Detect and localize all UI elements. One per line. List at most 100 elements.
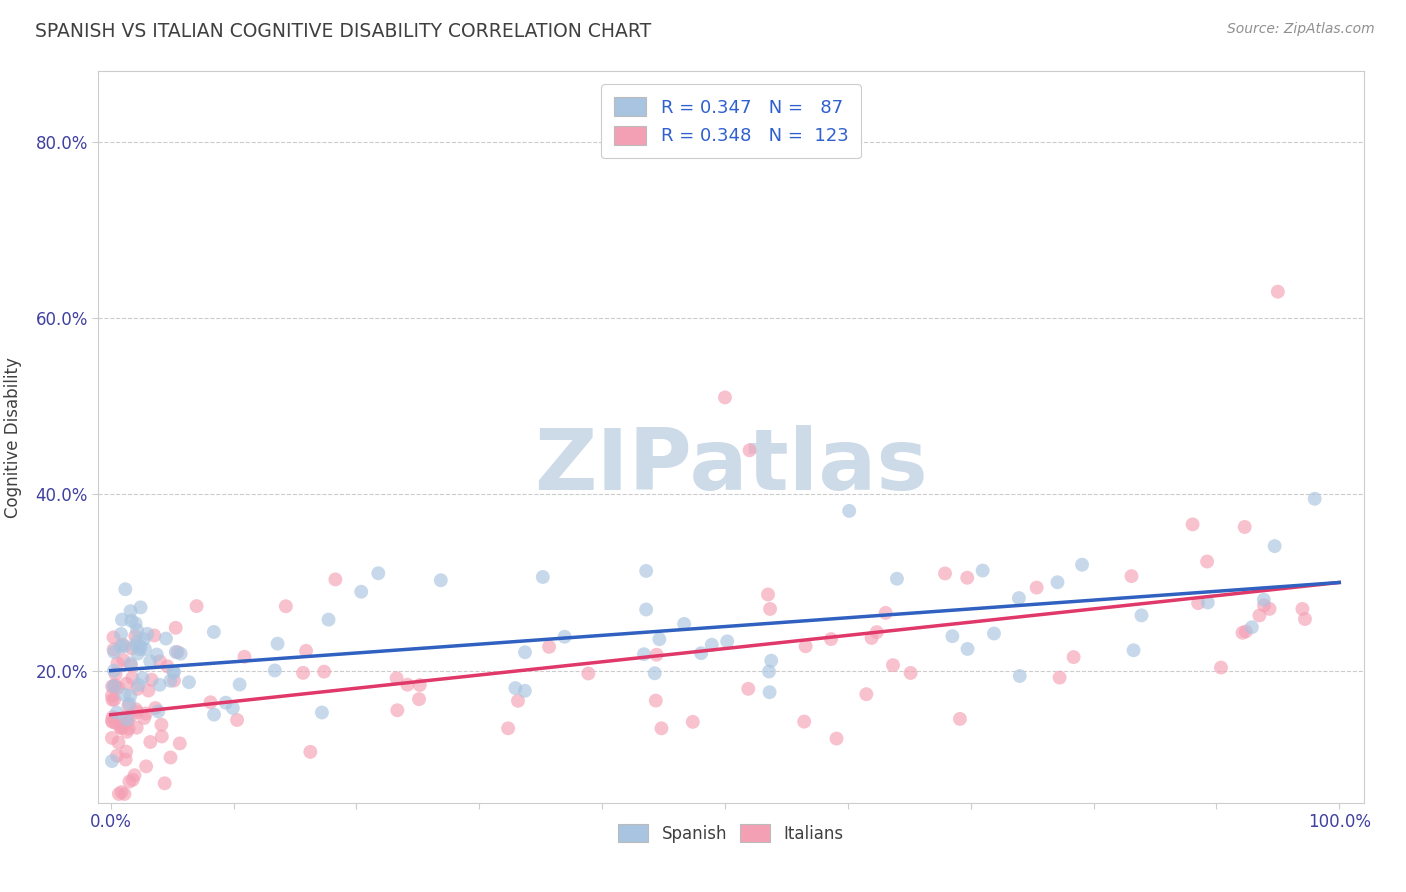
Point (228, 677, 250, 691)
Point (266, 637, 288, 651)
Point (166, 645, 188, 659)
Point (226, 713, 249, 727)
Point (513, 645, 536, 659)
Point (949, 712, 972, 726)
Point (274, 599, 297, 614)
Point (645, 648, 668, 662)
Point (101, 714, 124, 728)
Point (1233, 520, 1256, 534)
Point (531, 570, 554, 584)
Point (350, 584, 373, 599)
Point (506, 694, 529, 708)
Point (202, 707, 225, 722)
Point (295, 644, 318, 658)
Point (153, 776, 176, 790)
Point (134, 642, 156, 657)
Point (103, 645, 125, 659)
Point (124, 629, 146, 643)
Point (644, 693, 666, 707)
Point (114, 640, 136, 654)
Point (1264, 539, 1286, 553)
Point (318, 613, 340, 627)
Point (758, 685, 780, 699)
Point (1071, 558, 1094, 572)
Point (700, 638, 723, 652)
Point (941, 629, 963, 643)
Point (141, 673, 163, 687)
Point (1049, 671, 1071, 685)
Point (105, 748, 128, 763)
Text: SPANISH VS ITALIAN COGNITIVE DISABILITY CORRELATION CHART: SPANISH VS ITALIAN COGNITIVE DISABILITY … (35, 22, 651, 41)
Point (263, 664, 285, 678)
Point (202, 624, 225, 639)
Point (1008, 669, 1031, 683)
Point (855, 687, 877, 701)
Point (149, 654, 172, 668)
Point (134, 711, 156, 725)
Point (1253, 599, 1275, 613)
Point (112, 720, 135, 734)
Point (408, 692, 430, 706)
Point (1181, 517, 1204, 532)
Point (756, 587, 779, 601)
Point (101, 710, 124, 724)
Point (714, 391, 737, 405)
Point (121, 772, 143, 787)
Point (125, 721, 148, 735)
Point (125, 635, 148, 649)
Point (115, 725, 138, 739)
Point (505, 681, 527, 695)
Point (1197, 554, 1219, 568)
Point (983, 626, 1005, 640)
Point (129, 600, 152, 615)
Point (110, 640, 132, 654)
Point (163, 665, 186, 679)
Point (103, 692, 125, 706)
Point (107, 681, 129, 695)
Point (737, 681, 759, 696)
Point (165, 645, 187, 659)
Point (385, 671, 408, 685)
Point (108, 787, 131, 801)
Point (650, 722, 672, 736)
Point (120, 708, 142, 723)
Point (956, 571, 979, 585)
Point (127, 681, 149, 696)
Point (110, 721, 132, 735)
Point (222, 701, 245, 715)
Point (114, 582, 136, 597)
Point (121, 671, 143, 685)
Point (111, 613, 134, 627)
Point (1267, 285, 1289, 299)
Point (105, 706, 128, 720)
Point (135, 706, 157, 721)
Point (644, 666, 666, 681)
Point (682, 714, 704, 729)
Point (838, 504, 860, 518)
Point (145, 701, 167, 715)
Point (101, 731, 124, 745)
Point (135, 759, 157, 773)
Point (1187, 596, 1209, 610)
Point (972, 564, 994, 578)
Point (124, 768, 146, 782)
Point (1258, 602, 1281, 616)
Point (127, 705, 149, 719)
Point (1249, 608, 1271, 623)
Point (110, 627, 132, 641)
Point (576, 666, 599, 681)
Point (115, 676, 138, 690)
Point (429, 574, 451, 588)
Point (1121, 569, 1143, 583)
Point (101, 680, 124, 694)
Point (101, 689, 124, 703)
Point (101, 714, 124, 729)
Text: ZIPatlas: ZIPatlas (534, 425, 928, 508)
Point (103, 664, 125, 678)
Point (1303, 491, 1326, 506)
Point (1197, 595, 1219, 609)
Point (120, 614, 142, 628)
Point (115, 709, 138, 723)
Y-axis label: Cognitive Disability: Cognitive Disability (4, 357, 21, 517)
Point (118, 774, 141, 789)
